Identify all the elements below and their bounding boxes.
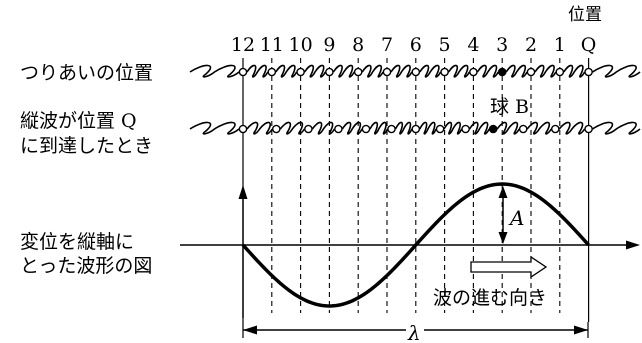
ball xyxy=(411,67,421,77)
waveform-curve xyxy=(241,182,590,308)
position-number: 4 xyxy=(467,34,479,56)
direction-arrow xyxy=(470,255,548,279)
wavelength-label: λ xyxy=(407,321,421,343)
ball xyxy=(296,67,305,77)
spring-coil xyxy=(369,121,389,135)
spring-coil xyxy=(246,64,269,78)
position-number: 11 xyxy=(260,34,284,56)
ball xyxy=(526,67,536,77)
spring-coil xyxy=(303,64,327,78)
spring-coil xyxy=(189,121,240,135)
position-number: 10 xyxy=(289,34,313,56)
spring-coil xyxy=(279,121,306,135)
spring-coil xyxy=(332,64,355,78)
spring-coil xyxy=(563,64,586,78)
ball xyxy=(461,124,470,134)
amplitude-arrowhead-down xyxy=(498,232,508,244)
spring-coil xyxy=(505,64,528,78)
spring-coil xyxy=(361,64,384,78)
spring-coil xyxy=(246,121,273,135)
ball-b xyxy=(488,124,498,134)
spring-coil xyxy=(558,121,586,135)
ball-b-label: 球 B xyxy=(490,96,529,118)
position-number: Q xyxy=(581,34,597,56)
ball xyxy=(584,124,593,134)
spring-coil xyxy=(419,64,442,78)
position-number: 5 xyxy=(439,34,451,56)
ball xyxy=(238,124,248,134)
spring-coil xyxy=(592,64,641,78)
ball xyxy=(238,67,248,77)
spring-coil xyxy=(526,121,552,135)
position-number: 9 xyxy=(323,34,335,56)
ball xyxy=(304,124,313,134)
x-axis-arrowhead xyxy=(626,240,640,250)
spring-coil xyxy=(394,121,413,135)
y-axis-arrowhead xyxy=(238,185,248,199)
position-number: 12 xyxy=(231,34,255,56)
spring-coil xyxy=(443,121,463,135)
amplitude-label: A xyxy=(508,206,524,230)
ball xyxy=(361,124,371,134)
spring-coil xyxy=(476,64,499,78)
spring-coil xyxy=(447,64,471,78)
spring-coil xyxy=(341,121,363,135)
ball xyxy=(440,67,449,77)
spring-equilibrium xyxy=(189,64,641,78)
wavelength-arrow-right xyxy=(574,325,588,335)
ball xyxy=(353,67,363,77)
ball xyxy=(411,124,421,134)
spring-coil xyxy=(390,64,413,78)
arrived-row-label-1: 縦波が位置 Q xyxy=(20,110,137,132)
spring-coil xyxy=(275,64,298,78)
position-number: 3 xyxy=(496,34,508,56)
wavelength-label-bg xyxy=(406,320,424,342)
spring-coil xyxy=(189,64,240,78)
ball xyxy=(325,67,334,77)
position-number: 2 xyxy=(525,34,537,56)
ball xyxy=(387,124,396,134)
position-number: 6 xyxy=(410,34,422,56)
equilibrium-row-label: つりあいの位置 xyxy=(20,62,153,84)
position-number: 8 xyxy=(352,34,364,56)
arrived-row-label-2: に到達したとき xyxy=(20,135,153,157)
wavelength-arrow-left xyxy=(243,325,257,335)
spring-coil xyxy=(592,121,641,135)
position-number: 7 xyxy=(381,34,393,56)
ball xyxy=(584,67,593,77)
position-number: 1 xyxy=(554,34,566,56)
spring-coil xyxy=(419,121,437,135)
spring-coil xyxy=(468,121,490,135)
ball xyxy=(271,124,281,134)
ball xyxy=(382,67,392,77)
ball xyxy=(551,124,560,134)
spring-compressed xyxy=(189,121,641,135)
spring-coil xyxy=(496,121,520,135)
ball xyxy=(267,67,277,77)
position-guide-lines xyxy=(242,58,590,322)
ball xyxy=(469,67,478,77)
graph-label-1: 変位を縦軸に xyxy=(20,231,134,253)
ball xyxy=(435,124,445,134)
ball-b xyxy=(497,67,507,77)
ball xyxy=(518,124,528,134)
direction-label: 波の進む向き xyxy=(433,287,547,309)
amplitude-arrowhead-up xyxy=(498,186,508,198)
spring-coil xyxy=(311,121,336,135)
position-header: 位置 xyxy=(568,5,602,25)
position-numbers: 12 11 10 9 8 7 6 5 4 3 2 1 Q xyxy=(231,34,596,56)
ball xyxy=(334,124,343,134)
ball xyxy=(555,67,565,77)
spring-coil xyxy=(534,64,557,78)
graph-label-2: とった波形の図 xyxy=(20,255,152,277)
